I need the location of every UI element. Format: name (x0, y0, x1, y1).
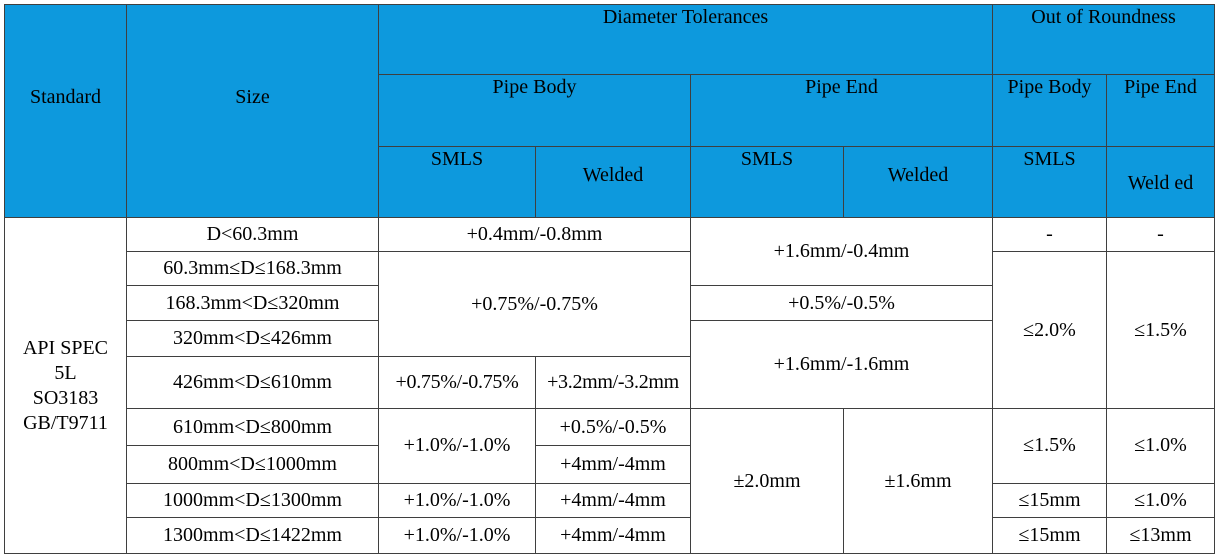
table-row: API SPEC 5L SO3183 GB/T9711 D<60.3mm +0.… (4, 217, 1216, 554)
body-tolerance-cell: +0.75%/-0.75% (378, 251, 691, 357)
size-cell: D<60.3mm (126, 217, 379, 253)
body-smls-cell: +0.75%/-0.75% (378, 355, 536, 410)
header-pipe-end: Pipe End (690, 74, 993, 147)
roundness-body-cell: ≤1.5% (992, 408, 1107, 484)
size-cell: 320mm<D≤426mm (126, 319, 379, 357)
body-welded-cell: +4mm/-4mm (535, 445, 691, 484)
roundness-end-cell: ≤1.0% (1105, 408, 1216, 484)
header-size: Size (126, 3, 379, 219)
body-smls-cell: +1.0%/-1.0% (378, 516, 536, 555)
header-roundness-pipe-body: Pipe Body (992, 74, 1107, 147)
size-cell: 1000mm<D≤1300mm (126, 482, 379, 518)
header-body-smls: SMLS (378, 145, 536, 219)
roundness-end-cell: - (1105, 217, 1216, 253)
roundness-body-cell: ≤15mm (992, 516, 1107, 555)
size-cell: 1300mm<D≤1422mm (126, 516, 379, 555)
table-row: 320mm<D≤426mm +1.6mm/-1.6mm (5, 319, 1215, 410)
header-end-welded: Welded (843, 145, 993, 219)
size-cell: 800mm<D≤1000mm (126, 445, 379, 484)
end-smls-cell: ±2.0mm (690, 408, 844, 554)
body-smls-cell: +1.0%/-1.0% (378, 408, 536, 484)
end-welded-cell: ±1.6mm (843, 408, 993, 554)
table-row: 60.3mm≤D≤168.3mm +0.75%/-0.75% ≤2.0% ≤1.… (5, 251, 1216, 410)
table-row: 168.3mm<D≤320mm +0.5%/-0.5% (5, 285, 1215, 321)
body-smls-cell: +1.0%/-1.0% (378, 482, 536, 518)
header-pipe-body: Pipe Body (378, 74, 691, 147)
size-cell: 610mm<D≤800mm (126, 408, 379, 447)
roundness-end-cell: ≤13mm (1105, 516, 1216, 555)
standard-cell: API SPEC 5L SO3183 GB/T9711 (4, 217, 127, 554)
header-out-of-roundness: Out of Roundness (991, 3, 1216, 76)
body-welded-cell: +0.5%/-0.5% (535, 408, 691, 447)
header-row-2: Pipe Body Pipe End Pipe Body Pipe End (5, 74, 1216, 147)
header-diameter-tolerances: Diameter Tolerances (378, 3, 993, 76)
standard-line: API SPEC (22, 336, 109, 359)
header-roundness-welded: Weld ed (1105, 145, 1216, 219)
header-row-1: Standard Size Diameter Tolerances Out of… (4, 3, 1216, 219)
roundness-end-cell: ≤1.5% (1105, 251, 1216, 410)
header-row-3: SMLS Welded SMLS Welded SMLS Weld ed (5, 145, 1216, 219)
table-row: 800mm<D≤1000mm +4mm/-4mm (5, 445, 1215, 484)
end-tolerance-cell: +0.5%/-0.5% (690, 285, 993, 321)
roundness-end-cell: ≤1.0% (1105, 482, 1216, 518)
body-welded-cell: +4mm/-4mm (535, 482, 691, 518)
table-row: 1300mm<D≤1422mm +1.0%/-1.0% +4mm/-4mm ≤1… (5, 516, 1216, 555)
table-row: 426mm<D≤610mm +0.75%/-0.75% +3.2mm/-3.2m… (5, 355, 1215, 410)
table-row: 610mm<D≤800mm +1.0%/-1.0% +0.5%/-0.5% ±2… (5, 408, 1216, 554)
header-roundness-pipe-end: Pipe End (1105, 74, 1216, 147)
size-cell: 426mm<D≤610mm (126, 355, 379, 410)
header-standard: Standard (4, 3, 127, 219)
diameter-tolerance-table: Standard Size Diameter Tolerances Out of… (4, 3, 1216, 555)
table-row: 1000mm<D≤1300mm +1.0%/-1.0% +4mm/-4mm ≤1… (5, 482, 1216, 518)
end-tolerance-cell: +1.6mm/-1.6mm (690, 319, 993, 410)
body-tolerance-cell: +0.4mm/-0.8mm (378, 217, 691, 253)
roundness-body-cell: ≤2.0% (992, 251, 1107, 410)
end-tolerance-cell: +1.6mm/-0.4mm (690, 217, 993, 287)
size-cell: 60.3mm≤D≤168.3mm (126, 251, 379, 287)
roundness-body-cell: ≤15mm (992, 482, 1107, 518)
roundness-body-cell: - (992, 217, 1107, 253)
standard-line: 5L (54, 361, 77, 384)
header-end-smls: SMLS (690, 145, 844, 219)
standard-line: GB/T9711 (23, 411, 108, 434)
body-welded-cell: +4mm/-4mm (535, 516, 691, 555)
header-body-welded: Welded (535, 145, 691, 219)
body-welded-cell: +3.2mm/-3.2mm (535, 355, 691, 410)
header-roundness-smls: SMLS (992, 145, 1107, 219)
size-cell: 168.3mm<D≤320mm (126, 285, 379, 321)
standard-line: SO3183 (32, 386, 99, 409)
